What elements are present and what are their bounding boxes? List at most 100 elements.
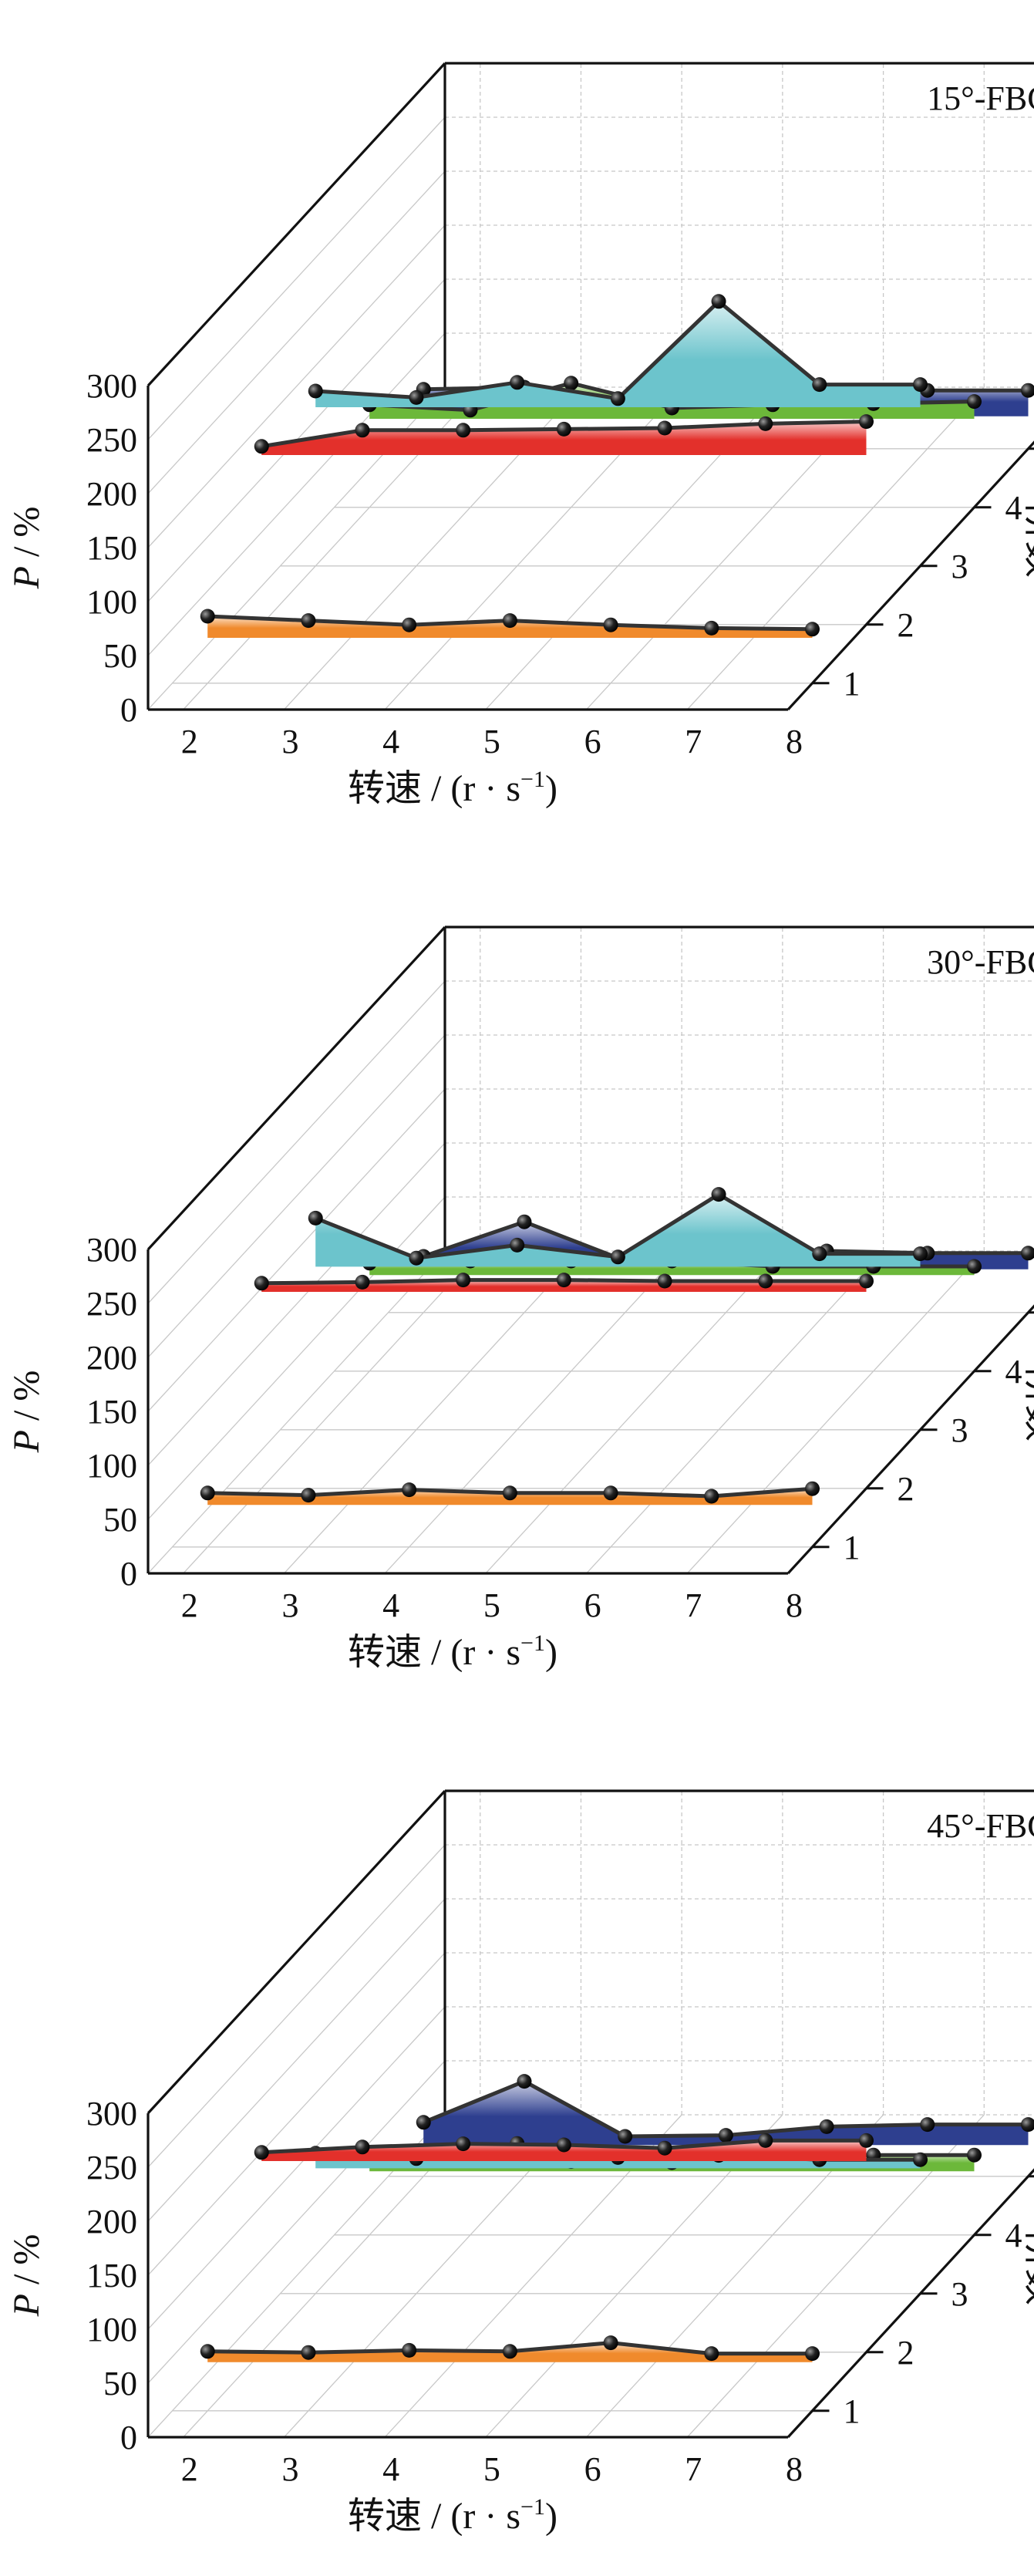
point-order-2-x8 (859, 1274, 874, 1289)
y-tick-300: 300 (86, 1231, 137, 1269)
y-tick-50: 50 (103, 1501, 137, 1539)
point-order-3-x7 (812, 377, 827, 392)
series-order-1 (200, 2335, 820, 2362)
point-order-1-x3 (301, 1488, 315, 1502)
order-tick-4: 4 (1005, 2217, 1022, 2254)
point-order-3-x8 (913, 1246, 928, 1261)
x-tick-5: 5 (483, 2450, 500, 2488)
y-tick-50: 50 (103, 637, 137, 675)
x-axis-label: 转速 / (r · s−1) (348, 1630, 557, 1673)
point-order-1-x6 (604, 618, 618, 632)
point-order-3-x3 (409, 390, 423, 405)
point-order-4-x8 (967, 2148, 982, 2163)
point-order-2-x3 (355, 423, 369, 437)
x-tick-7: 7 (685, 2450, 702, 2488)
point-order-1-x8 (805, 2346, 820, 2361)
series-order-2 (254, 414, 874, 455)
y-tick-200: 200 (86, 2203, 137, 2241)
x-tick-4: 4 (382, 2450, 399, 2488)
series-group (200, 1187, 1034, 1505)
point-order-2-x5 (557, 1273, 571, 1287)
point-order-1-x2 (200, 2344, 215, 2359)
point-order-2-x6 (658, 1274, 672, 1289)
series-order-1 (200, 1482, 820, 1505)
y-tick-300: 300 (86, 367, 137, 405)
point-order-3-x4 (510, 375, 524, 389)
y-tick-0: 0 (120, 1555, 137, 1593)
y-tick-250: 250 (86, 421, 137, 459)
point-order-3-x8 (913, 2153, 928, 2167)
order-tick-3: 3 (951, 2275, 968, 2313)
point-order-2-x2 (254, 1276, 269, 1290)
y-axis-label: P / % (6, 507, 47, 590)
point-order-2-x2 (254, 2145, 269, 2160)
point-order-1-x4 (402, 618, 416, 632)
y-axis-label: P / % (6, 2234, 47, 2318)
y-tick-50: 50 (103, 2365, 137, 2402)
point-order-2-x8 (859, 414, 874, 429)
point-order-1-x4 (402, 1482, 416, 1497)
point-order-1-x4 (402, 2343, 416, 2358)
x-axis-label: 转速 / (r · s−1) (348, 2494, 557, 2537)
x-tick-3: 3 (281, 1586, 298, 1624)
x-tick-2: 2 (181, 723, 198, 760)
x-tick-7: 7 (685, 723, 702, 760)
point-order-1-x3 (301, 2345, 315, 2360)
point-order-5-x4 (618, 2129, 632, 2144)
chart-panel-45deg: 050100150200250300234567812345P / %转速 / … (0, 1728, 1034, 2576)
x-axis-label: 转速 / (r · s−1) (348, 767, 557, 809)
y-tick-250: 250 (86, 2149, 137, 2187)
point-order-2-x5 (557, 422, 571, 437)
y-tick-300: 300 (86, 2095, 137, 2133)
point-order-4-x8 (967, 1259, 982, 1274)
series-group (200, 294, 1034, 638)
y-tick-150: 150 (86, 1393, 137, 1431)
point-order-3-x7 (812, 1246, 827, 1261)
order-tick-4: 4 (1005, 489, 1022, 527)
order-axis-label: 阶数 (1021, 2231, 1034, 2305)
point-order-2-x2 (254, 439, 269, 453)
chart-panel-15deg: 050100150200250300234567812345P / %转速 / … (0, 0, 1034, 848)
y-tick-0: 0 (120, 691, 137, 729)
point-order-1-x7 (704, 1489, 719, 1504)
point-order-2-x7 (758, 2133, 773, 2148)
point-order-3-x6 (712, 1187, 726, 1202)
point-order-3-x5 (611, 391, 625, 406)
point-order-2-x4 (456, 423, 470, 437)
point-order-1-x5 (503, 2344, 517, 2359)
point-order-1-x7 (704, 2346, 719, 2361)
order-tick-1: 1 (844, 665, 861, 703)
point-order-3-x6 (712, 294, 726, 309)
point-order-2-x4 (456, 1273, 470, 1287)
x-tick-8: 8 (786, 2450, 803, 2488)
point-order-5-x6 (820, 2119, 834, 2134)
order-tick-4: 4 (1005, 1353, 1022, 1391)
point-order-5-x7 (920, 2117, 935, 2132)
x-tick-4: 4 (382, 723, 399, 760)
x-tick-7: 7 (685, 1586, 702, 1624)
point-order-1-x6 (604, 1485, 618, 1500)
x-tick-4: 4 (382, 1586, 399, 1624)
order-tick-1: 1 (844, 2392, 861, 2430)
y-tick-100: 100 (86, 583, 137, 621)
point-order-2-x7 (758, 1274, 773, 1289)
point-order-1-x2 (200, 609, 215, 624)
point-order-5-x3 (517, 2074, 531, 2089)
x-tick-6: 6 (584, 723, 601, 760)
y-axis-label: P / % (6, 1371, 47, 1454)
y-tick-200: 200 (86, 1339, 137, 1377)
point-order-1-x5 (503, 1485, 517, 1500)
x-tick-8: 8 (786, 1586, 803, 1624)
point-order-5-x3 (517, 1215, 531, 1229)
point-order-2-x3 (355, 1275, 369, 1290)
series-group (200, 2074, 1034, 2362)
series-order-5 (416, 2074, 1034, 2145)
order-axis-label: 阶数 (1021, 1367, 1034, 1441)
x-tick-2: 2 (181, 1586, 198, 1624)
